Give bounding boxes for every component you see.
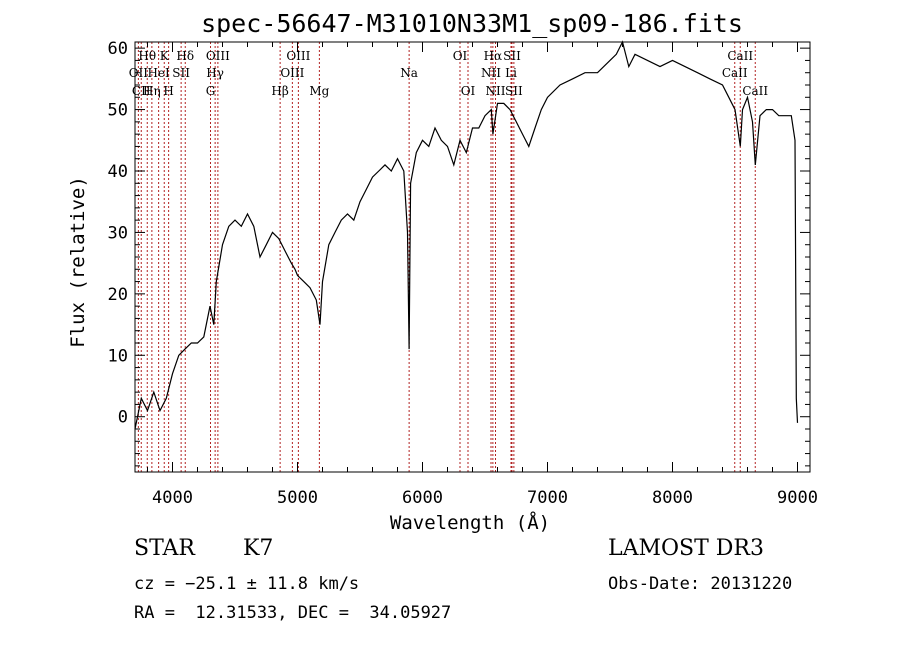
line-label-9: OIII	[206, 49, 230, 63]
y-tick-label-1: 10	[108, 346, 128, 366]
line-label-2: CII	[132, 84, 151, 98]
line-label-19: Hα	[484, 49, 503, 63]
y-tick-label-6: 60	[108, 39, 128, 59]
x-tick-label-2: 6000	[402, 488, 443, 508]
line-label-3: K	[160, 49, 170, 63]
line-label-10: Hγ	[206, 66, 224, 80]
y-tick-label-3: 30	[108, 223, 128, 243]
x-tick-label-3: 7000	[527, 488, 568, 508]
spectrum-line	[134, 40, 799, 430]
line-label-23: Li	[505, 66, 517, 80]
x-tick-label-0: 4000	[152, 488, 193, 508]
redshift-cz: cz = −25.1 ± 11.8 km/s	[134, 574, 360, 594]
line-label-4: HeI	[147, 66, 170, 80]
line-label-6: SII	[172, 66, 190, 80]
line-label-25: CaII	[727, 49, 753, 63]
y-axis-ticks: 0 10 20 30 40 50 60	[108, 39, 810, 467]
x-tick-label-4: 8000	[652, 488, 693, 508]
line-label-18: OI	[461, 84, 476, 98]
ra-dec-coordinates: RA = 12.31533, DEC = 34.05927	[134, 603, 452, 623]
y-tick-label-0: 0	[118, 408, 128, 428]
line-label-20: NII	[481, 66, 501, 80]
survey-name: LAMOST DR3	[608, 536, 764, 561]
x-axis-ticks: 4000 5000 6000 7000 8000 9000	[147, 42, 818, 508]
line-label-12: Hβ	[271, 84, 288, 98]
line-label-22: SII	[503, 49, 521, 63]
line-label-24: SII	[505, 84, 523, 98]
emission-line-markers	[137, 42, 756, 472]
x-tick-label-5: 9000	[777, 488, 818, 508]
line-label-16: Na	[400, 66, 418, 80]
y-axis-label: Flux (relative)	[67, 176, 89, 348]
line-label-17: OI	[453, 49, 468, 63]
line-label-8: Hδ	[176, 49, 194, 63]
plot-frame	[134, 41, 811, 473]
x-axis-label: Wavelength (Å)	[390, 511, 550, 534]
object-class: STAR	[134, 536, 195, 561]
observation-date: Obs-Date: 20131220	[608, 574, 793, 594]
object-subclass: K7	[243, 536, 274, 561]
y-tick-label-2: 20	[108, 285, 128, 305]
y-tick-label-4: 40	[108, 162, 128, 182]
y-tick-label-5: 50	[108, 101, 128, 121]
line-label-7: H	[163, 84, 173, 98]
line-label-27: CaII	[742, 84, 768, 98]
x-tick-label-1: 5000	[277, 488, 318, 508]
line-label-13: OIII	[286, 49, 310, 63]
line-label-26: CaII	[722, 66, 748, 80]
line-label-21: NII	[486, 84, 506, 98]
line-label-5: Hη	[143, 84, 161, 98]
line-label-11: G	[206, 84, 216, 98]
line-label-0: Hθ	[138, 49, 156, 63]
line-label-14: OIII	[280, 66, 304, 80]
line-label-15: Mg	[309, 84, 329, 98]
chart-title: spec-56647-M31010N33M1_sp09-186.fits	[201, 9, 743, 38]
